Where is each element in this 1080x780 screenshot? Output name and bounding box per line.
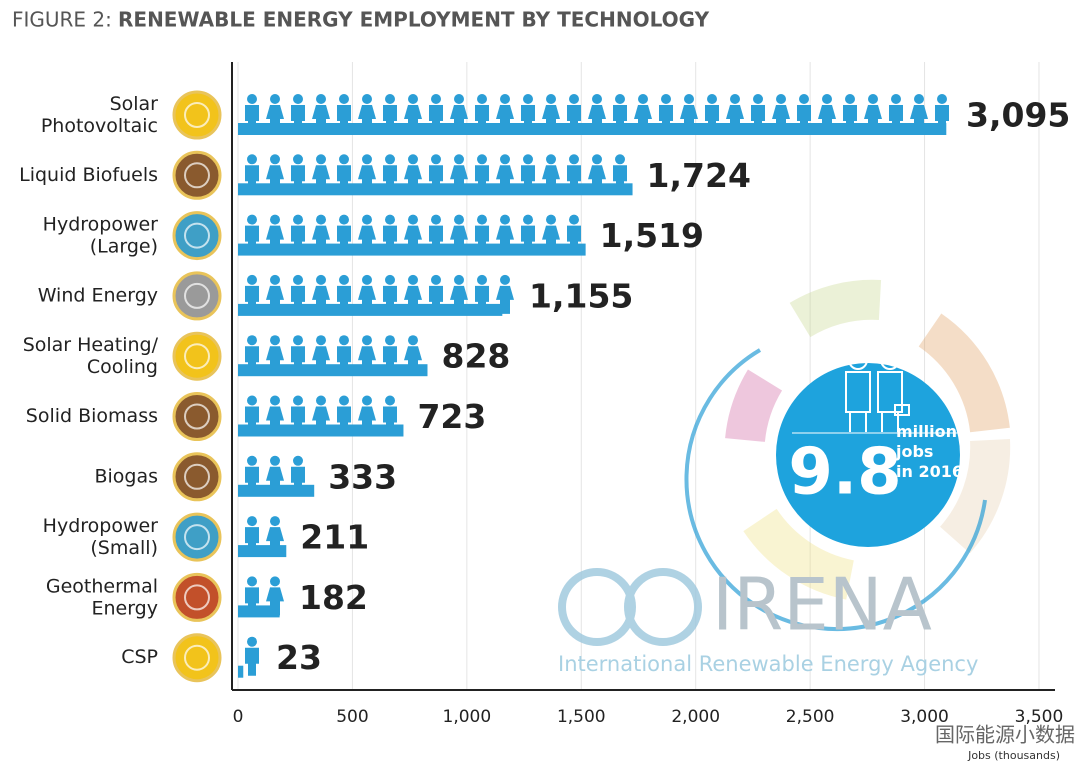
category-icon (172, 211, 222, 261)
category-icon-inner (184, 282, 210, 309)
category-icon (172, 271, 222, 321)
badge-arc (684, 348, 987, 632)
category-label: Solar Photovoltaic (41, 93, 158, 137)
figure-label: FIGURE 2: (12, 8, 112, 32)
category-label: Geothermal Energy (46, 575, 158, 619)
bar (238, 665, 244, 678)
value-label: 333 (328, 457, 397, 496)
chart-title: RENEWABLE ENERGY EMPLOYMENT BY TECHNOLOG… (118, 8, 710, 32)
value-label: 1,155 (529, 276, 633, 315)
badge-people (845, 350, 910, 432)
x-tick-label: 2,500 (786, 707, 835, 727)
x-tick-label: 500 (336, 707, 368, 727)
category-label: CSP (121, 646, 158, 668)
category-icon (172, 150, 222, 200)
value-label: 182 (299, 578, 368, 617)
value-label: 828 (441, 337, 510, 376)
category-icon (172, 512, 222, 562)
badge-rings (725, 279, 1011, 600)
people-icons (245, 335, 422, 375)
category-label: Solid Biomass (26, 405, 158, 427)
category-icon-inner (184, 644, 210, 671)
category-label: Solar Heating/Cooling (23, 334, 159, 378)
category-icon (172, 633, 222, 683)
watermark: 国际能源小数据 (935, 723, 1075, 747)
logo-subtitle: International Renewable Energy Agency (558, 652, 978, 676)
category-label: Biogas (94, 465, 158, 487)
logo-mark (558, 568, 702, 646)
category-icon-inner (184, 102, 210, 128)
people-icons (245, 455, 305, 495)
people-icons (245, 274, 514, 314)
x-tick-label: 3,500 (1015, 707, 1064, 727)
people-icons (245, 516, 284, 556)
people-icons (245, 636, 259, 676)
people-icons (245, 214, 581, 254)
value-label: 23 (276, 638, 322, 677)
category-label: Hydropower (Large) (43, 213, 159, 257)
category-icon (172, 452, 222, 502)
value-label: 211 (300, 518, 369, 557)
value-label: 3,095 (966, 96, 1070, 135)
x-tick-label: 3,000 (900, 707, 949, 727)
category-icon-inner (184, 222, 210, 249)
people-icons (245, 94, 949, 133)
category-icon-inner (184, 403, 210, 430)
value-label: 1,519 (600, 216, 704, 255)
category-label: Wind Energy (38, 284, 158, 306)
badge-text: million jobs in 2016 (895, 422, 963, 481)
category-icon (172, 392, 222, 441)
people-icons (245, 395, 397, 435)
category-icon-inner (184, 584, 210, 611)
value-label: 1,724 (647, 156, 751, 195)
x-tick-label: 0 (233, 707, 244, 727)
x-tick-label: 1,500 (557, 707, 606, 727)
x-tick-label: 1,000 (443, 707, 492, 727)
category-label: Hydropower (Small) (43, 515, 159, 559)
x-tick-label: 2,000 (671, 707, 720, 727)
badge-circle (776, 363, 960, 547)
people-icons (245, 154, 627, 194)
category-icon-inner (184, 463, 210, 490)
category-label: Liquid Biofuels (19, 164, 158, 186)
value-label: 723 (417, 397, 486, 436)
category-icon (172, 572, 222, 622)
people-icons (245, 576, 284, 616)
category-icon-inner (184, 524, 210, 551)
category-icon (172, 331, 222, 381)
badge-number: 9.8 (788, 436, 901, 510)
category-icon (172, 90, 222, 140)
category-icon-inner (184, 343, 210, 370)
x-axis-label: Jobs (thousands) (967, 749, 1060, 762)
category-icon-inner (184, 162, 210, 189)
bar (238, 364, 428, 377)
logo-name: IRENA (712, 563, 932, 647)
